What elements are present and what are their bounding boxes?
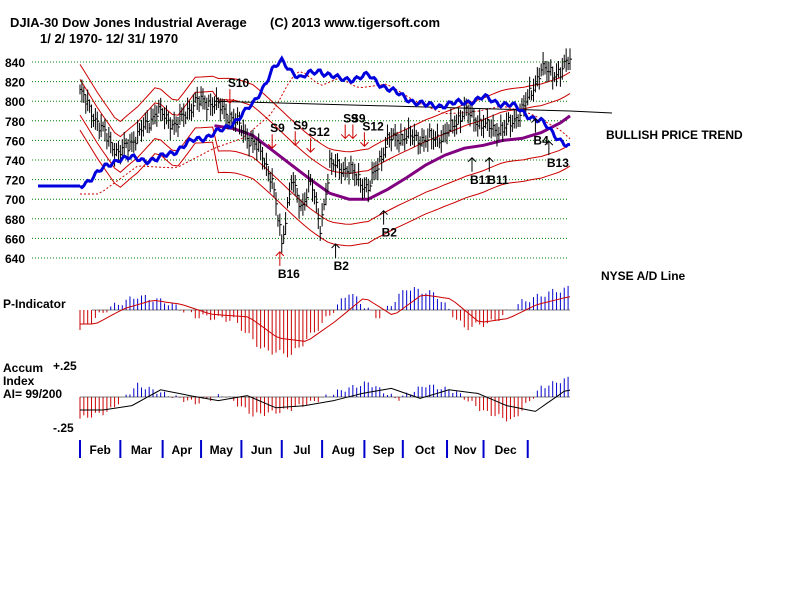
ad-moving-average (80, 71, 571, 195)
trend-line (214, 100, 571, 112)
month-label: Nov (454, 443, 477, 457)
y-tick-label: 840 (5, 56, 25, 70)
p-indicator-label: P-Indicator (3, 297, 66, 311)
buy-signal-label: B11 (470, 173, 492, 187)
band-line (79, 129, 571, 247)
accum-label: Accum (3, 361, 43, 375)
sell-arrow (340, 124, 350, 140)
buy-arrow (531, 117, 540, 133)
buy-signal-label: B2 (382, 226, 398, 240)
grid-layer (32, 61, 568, 259)
band-line (79, 79, 571, 174)
axis-layer: 640 660 680 700 720 740 760 780 800 820 840 Feb Mar A… (5, 56, 529, 458)
month-label: Jul (293, 443, 310, 457)
sell-signal-label: S12 (362, 119, 384, 133)
price-layer (79, 48, 572, 253)
month-label: Feb (90, 443, 111, 457)
accum-index-layer (79, 376, 571, 422)
buy-signal-label: B2 (334, 259, 350, 273)
buy-arrow (275, 251, 285, 266)
sell-signal-label: S9 (351, 111, 366, 125)
buy-signal-label: B4 (533, 134, 549, 148)
month-label: Sep (373, 443, 395, 457)
sell-arrow (267, 134, 277, 149)
ad-line-layer (38, 55, 571, 190)
accum-bottom-label: -.25 (53, 421, 74, 435)
y-tick-label: 780 (5, 115, 25, 129)
buy-signal-label: B16 (278, 267, 300, 281)
p-indicator-layer (79, 285, 571, 358)
buy-arrow (484, 157, 494, 172)
ad-line-label: NYSE A/D Line (601, 269, 686, 283)
month-label: Jun (251, 443, 272, 457)
ai-ratio-label: AI= 99/200 (3, 387, 62, 401)
month-label: Dec (495, 443, 517, 457)
moving-average-line (214, 114, 571, 201)
buy-arrow (467, 157, 477, 172)
y-tick-label: 760 (5, 134, 25, 148)
month-label: Oct (415, 443, 435, 457)
trend-label: BULLISH PRICE TREND (606, 128, 743, 142)
sell-signal-label: S9 (293, 118, 308, 132)
sell-signal-label: S12 (309, 125, 331, 139)
sell-arrow (348, 124, 358, 140)
accum-ma (80, 387, 571, 412)
sell-arrow (360, 132, 369, 147)
chart-title: DJIA-30 Dow Jones Industrial Average (10, 15, 247, 30)
ad-line (79, 55, 571, 190)
buy-arrow (331, 243, 340, 258)
sell-arrow (306, 138, 315, 153)
month-label: Apr (172, 443, 193, 457)
date-range: 1/ 2/ 1970- 12/ 31/ 1970 (40, 31, 178, 46)
y-tick-label: 820 (5, 76, 25, 90)
y-tick-label: 640 (5, 252, 25, 266)
buy-signal-label: B13 (547, 156, 569, 170)
index-label: Index (3, 374, 35, 388)
month-label: May (210, 443, 234, 457)
buy-signal-label: B11 (487, 173, 509, 187)
y-tick-label: 740 (5, 154, 25, 168)
sell-arrow (225, 89, 235, 104)
y-tick-label: 660 (5, 232, 25, 246)
band-layer (79, 64, 571, 247)
buy-arrow (544, 140, 554, 156)
y-tick-label: 800 (5, 95, 25, 109)
sell-signal-label: S9 (270, 121, 285, 135)
buy-arrow (379, 209, 388, 225)
month-label: Aug (332, 443, 355, 457)
copyright-text: (C) 2013 www.tigersoft.com (270, 15, 440, 30)
band-line (79, 114, 571, 225)
accum-top-label: +.25 (53, 359, 77, 373)
sell-signal-label: S10 (228, 76, 250, 90)
y-tick-label: 700 (5, 193, 25, 207)
y-tick-label: 680 (5, 213, 25, 227)
y-tick-label: 720 (5, 174, 25, 188)
moving-average-layer (214, 100, 613, 201)
month-label: Mar (131, 443, 153, 457)
sell-arrow (290, 131, 300, 147)
sell-signal-label: S9 (343, 111, 358, 125)
trend-line-extension (569, 110, 613, 114)
p-indicator-ma (80, 294, 571, 342)
